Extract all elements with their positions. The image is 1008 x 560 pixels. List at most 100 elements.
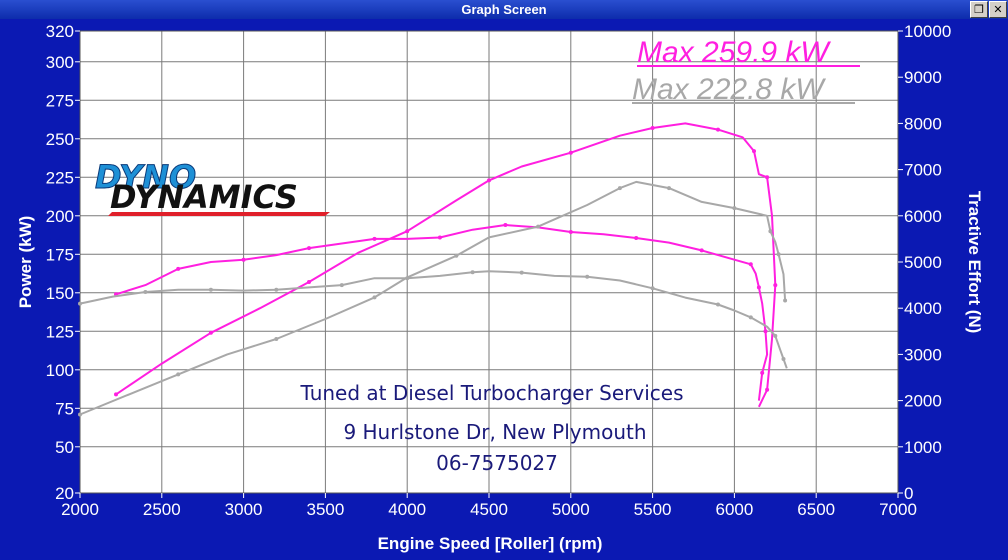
- y-axis-title: Power (kW): [16, 216, 35, 309]
- data-point-magenta-left: [765, 387, 770, 392]
- data-point-magenta-right: [241, 257, 246, 262]
- data-point-gray-left: [667, 186, 671, 191]
- data-point-gray-left: [536, 224, 541, 229]
- logo-swoosh: [108, 212, 330, 216]
- data-point-gray-left: [78, 412, 82, 417]
- shop-name: Tuned at Diesel Turbocharger Services: [300, 381, 684, 405]
- y-tick-label: 75: [55, 399, 74, 418]
- x-tick-label: 2000: [61, 500, 99, 519]
- y-tick-label: 20: [55, 484, 74, 503]
- title-bar: Graph Screen ❐ ✕: [0, 0, 1008, 19]
- data-point-gray-left: [372, 295, 377, 300]
- data-point-gray-left: [776, 252, 781, 257]
- series-line-gray-left: [79, 180, 787, 416]
- y-tick-label: 250: [46, 130, 74, 149]
- y-tick-label: 100: [46, 361, 74, 380]
- data-point-magenta-left: [773, 283, 778, 288]
- data-point-magenta-right: [437, 235, 442, 240]
- logo-line2: DYNAMICS: [110, 178, 298, 216]
- y2-tick-label: 8000: [904, 114, 942, 133]
- series-line-magenta-right: [115, 224, 769, 401]
- data-point-magenta-left: [405, 229, 410, 234]
- data-point-gray-right: [748, 315, 753, 320]
- x-tick-label: 4500: [470, 500, 508, 519]
- data-point-gray-right: [274, 287, 279, 292]
- data-point-gray-right: [78, 301, 82, 306]
- y2-tick-label: 9000: [904, 68, 942, 87]
- data-point-gray-left: [274, 337, 279, 341]
- data-point-magenta-right: [503, 223, 508, 227]
- y-axis-ticks: 20 50 75 100 125 150 175 200 225 250 275 300 320: [46, 22, 80, 503]
- data-point-gray-right: [208, 287, 213, 292]
- data-point-magenta-right: [307, 246, 311, 251]
- restore-button[interactable]: ❐: [970, 1, 988, 18]
- x-tick-label: 5000: [552, 500, 590, 519]
- series-line-gray-right: [79, 270, 788, 369]
- data-point-gray-left: [732, 206, 737, 211]
- data-point-gray-right: [519, 270, 524, 275]
- data-point-magenta-right: [568, 230, 573, 234]
- data-point-gray-left: [176, 372, 181, 377]
- window-title: Graph Screen: [461, 2, 547, 17]
- x-axis-ticks: 2000 2500 3000 3500 4000 4500 5000 5500 6000 6500…: [61, 493, 917, 519]
- x-tick-label: 3000: [225, 500, 263, 519]
- y-tick-label: 300: [46, 53, 74, 72]
- y-tick-label: 275: [46, 91, 74, 110]
- data-point-magenta-left: [716, 127, 720, 132]
- y-tick-label: 175: [46, 245, 74, 264]
- data-point-magenta-right: [699, 248, 704, 253]
- y-tick-label: 200: [46, 207, 74, 226]
- data-point-gray-right: [405, 276, 410, 281]
- dyno-dynamics-logo: DYNO DYNAMICS: [95, 158, 330, 216]
- y2-tick-label: 6000: [904, 207, 942, 226]
- x-tick-label: 3500: [306, 500, 344, 519]
- data-point-gray-left: [617, 186, 622, 191]
- data-point-gray-right: [339, 283, 344, 288]
- y-tick-label: 125: [46, 322, 74, 341]
- data-point-magenta-left: [487, 178, 491, 183]
- data-point-magenta-right: [760, 370, 765, 375]
- x-tick-label: 6000: [715, 500, 753, 519]
- y2-tick-label: 1000: [904, 438, 942, 457]
- y-tick-label: 225: [46, 168, 74, 187]
- x-tick-label: 5500: [634, 500, 672, 519]
- y2-tick-label: 5000: [904, 253, 942, 272]
- shop-phone: 06-7575027: [436, 451, 558, 475]
- logo-line1: DYNO: [95, 158, 196, 196]
- data-point-magenta-left: [114, 392, 118, 397]
- data-point-gray-right: [143, 290, 148, 294]
- y2-tick-label: 2000: [904, 392, 942, 411]
- y2-tick-label: 7000: [904, 161, 942, 180]
- x-tick-label: 6500: [797, 500, 835, 519]
- data-point-gray-left: [768, 229, 773, 234]
- data-point-gray-right: [716, 302, 720, 307]
- data-point-gray-right: [470, 270, 475, 275]
- shop-address: 9 Hurlstone Dr, New Plymouth: [343, 420, 646, 444]
- y2-axis-title: Tractive Effort (N): [965, 191, 984, 334]
- y-tick-label: 50: [55, 438, 74, 457]
- x-tick-label: 4000: [388, 500, 426, 519]
- data-point-magenta-left: [208, 330, 213, 335]
- data-point-magenta-right: [748, 262, 753, 267]
- series-group: [78, 122, 788, 417]
- max-gray-label: Max 222.8 kW: [632, 73, 826, 106]
- data-point-magenta-left: [307, 280, 311, 284]
- y2-tick-label: 3000: [904, 345, 942, 364]
- x-tick-label: 2500: [143, 500, 181, 519]
- data-point-gray-left: [783, 298, 788, 303]
- y-tick-label: 320: [46, 22, 74, 41]
- series-line-magenta-left: [115, 122, 777, 408]
- y2-tick-label: 0: [904, 484, 913, 503]
- data-point-gray-right: [773, 333, 778, 338]
- x-axis-title: Engine Speed [Roller] (rpm): [378, 534, 603, 553]
- max-magenta-label: Max 259.9 kW: [637, 36, 831, 69]
- data-point-gray-left: [454, 253, 459, 258]
- data-point-magenta-right: [634, 236, 639, 240]
- close-button[interactable]: ✕: [989, 1, 1007, 18]
- data-point-magenta-left: [765, 175, 770, 180]
- y2-tick-label: 4000: [904, 299, 942, 318]
- data-point-magenta-right: [372, 236, 377, 241]
- x-tick-label: 7000: [879, 500, 917, 519]
